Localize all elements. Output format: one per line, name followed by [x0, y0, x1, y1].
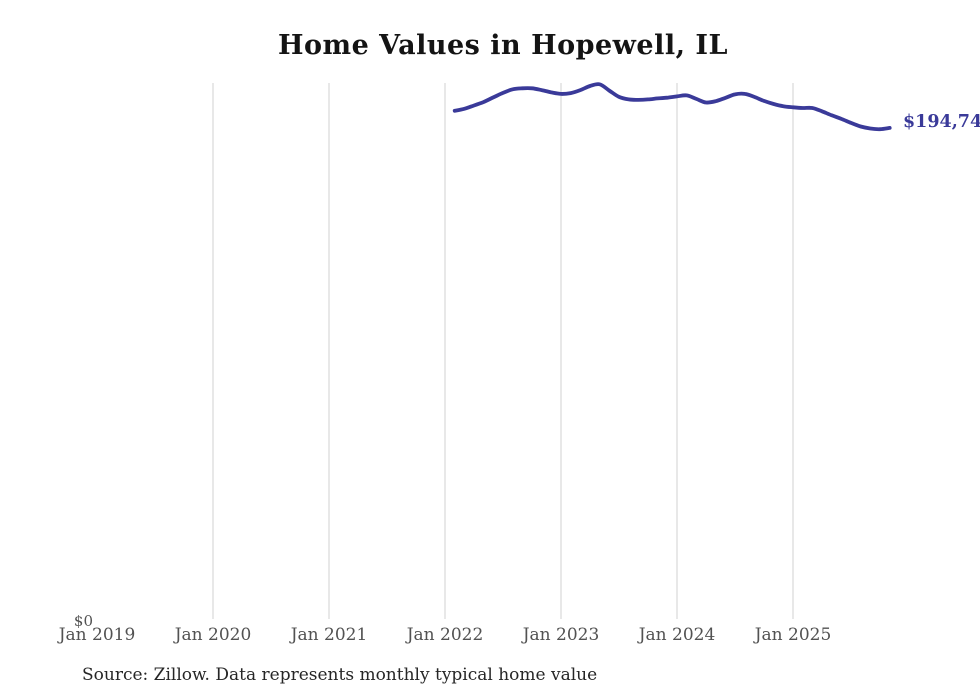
source-note: Source: Zillow. Data represents monthly …: [82, 665, 598, 685]
x-tick-label: Jan 2020: [174, 625, 252, 645]
y-axis-zero-label: $0: [73, 612, 93, 630]
latest-value-label: $194,740: [903, 112, 980, 132]
x-tick-label: Jan 2024: [638, 625, 716, 645]
x-tick-label: Jan 2022: [406, 625, 484, 645]
x-tick-label: Jan 2025: [754, 625, 832, 645]
x-tick-label: Jan 2021: [290, 625, 368, 645]
chart-title: Home Values in Hopewell, IL: [277, 30, 728, 61]
x-tick-label: Jan 2019: [58, 625, 136, 645]
x-tick-label: Jan 2023: [522, 625, 600, 645]
home-value-line: [452, 82, 892, 132]
